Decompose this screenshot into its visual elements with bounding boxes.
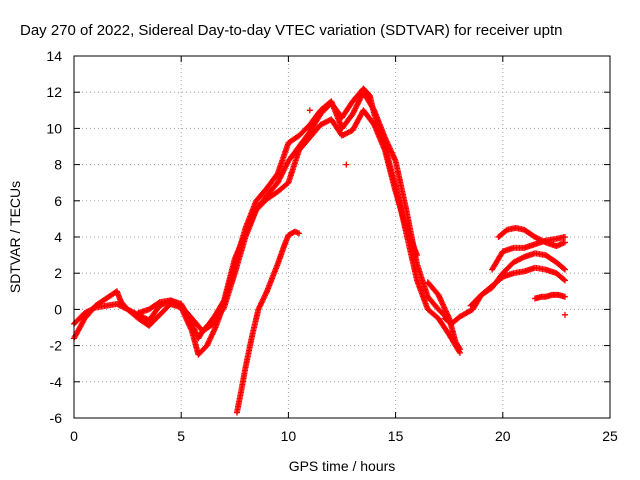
chart-title: Day 270 of 2022, Sidereal Day-to-day VTE… xyxy=(20,22,562,39)
y-tick-label: 0 xyxy=(54,301,62,317)
data-points xyxy=(71,85,568,416)
x-tick-label: 0 xyxy=(70,428,78,444)
x-tick-label: 25 xyxy=(602,428,618,444)
y-tick-label: 10 xyxy=(46,120,62,136)
y-tick-label: 4 xyxy=(54,229,62,245)
data-point xyxy=(155,299,162,306)
data-point xyxy=(220,298,227,305)
y-axis-title: SDTVAR / TECUs xyxy=(7,181,23,293)
data-point xyxy=(414,252,421,259)
y-tick-label: 6 xyxy=(54,193,62,209)
series-track xyxy=(531,291,568,302)
y-tick-label: -6 xyxy=(50,410,63,426)
data-point xyxy=(296,230,303,237)
y-axis: -6 -4 -2 0 2 4 6 8 10 12 14 xyxy=(46,48,610,426)
data-point xyxy=(306,107,313,114)
series-track xyxy=(306,107,568,318)
y-tick-label: 12 xyxy=(46,84,62,100)
x-tick-label: 10 xyxy=(281,428,297,444)
series-track xyxy=(495,224,568,250)
series-track xyxy=(135,107,421,335)
data-point xyxy=(343,161,350,168)
data-point xyxy=(561,293,568,300)
y-tick-label: 8 xyxy=(54,157,62,173)
y-tick-label: -2 xyxy=(50,338,63,354)
data-point xyxy=(456,346,463,353)
x-tick-label: 20 xyxy=(495,428,511,444)
y-tick-label: 2 xyxy=(54,265,62,281)
series-track xyxy=(233,228,303,416)
x-axis-title: GPS time / hours xyxy=(289,458,396,474)
y-tick-label: -4 xyxy=(50,374,63,390)
data-point xyxy=(370,106,377,113)
data-point xyxy=(561,277,568,284)
x-axis: 0 5 10 15 20 25 xyxy=(70,56,618,444)
series-track xyxy=(467,250,568,309)
data-point xyxy=(560,276,567,283)
data-point xyxy=(561,311,568,318)
data-point xyxy=(541,238,548,245)
data-point xyxy=(561,266,568,273)
data-point xyxy=(519,254,526,261)
y-tick-label: 14 xyxy=(46,48,62,64)
x-tick-label: 15 xyxy=(388,428,404,444)
data-point xyxy=(561,239,568,246)
data-point xyxy=(561,234,568,240)
gridlines xyxy=(74,56,610,418)
x-tick-label: 5 xyxy=(177,428,185,444)
data-point xyxy=(560,265,567,272)
data-point xyxy=(456,345,463,352)
data-point xyxy=(91,305,98,312)
